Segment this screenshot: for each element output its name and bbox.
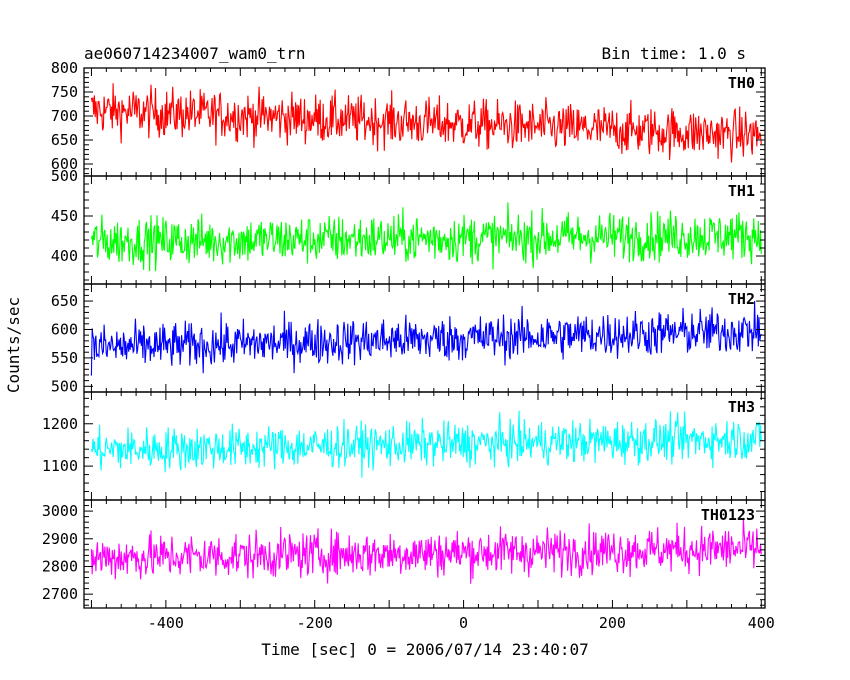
y-tick-label: 600: [51, 155, 78, 173]
y-tick-label: 600: [51, 320, 78, 338]
panel-th3: 1100 1200 TH3: [42, 391, 766, 501]
panel-label-th2: TH2: [728, 290, 755, 308]
panel-label-th0: TH0: [728, 74, 755, 92]
panel-label-th3: TH3: [728, 398, 755, 416]
y-tick-label: 650: [51, 131, 78, 149]
x-tick-label: -200: [297, 614, 333, 632]
panel-label-th1: TH1: [728, 182, 755, 200]
panel-th1: 400 450 500 TH1: [51, 167, 766, 285]
y-tick-label: 700: [51, 107, 78, 125]
x-axis-label: Time [sec] 0 = 2006/07/14 23:40:07: [261, 640, 589, 659]
series-th0123: [90, 517, 762, 584]
panel-label-th0123: TH0123: [701, 506, 755, 524]
panels-group: 600650700750800TH0400450500TH15005506006…: [42, 59, 766, 609]
y-tick-label: 1100: [42, 457, 78, 475]
y-tick-label: 800: [51, 59, 78, 77]
y-tick-label: 500: [51, 377, 78, 395]
y-tick-label: 750: [51, 83, 78, 101]
y-tick-label: 450: [51, 207, 78, 225]
panel-th0123: 2700 2800 2900 3000 TH0123: [42, 499, 766, 609]
y-tick-label: 1200: [42, 415, 78, 433]
y-tick-label: 650: [51, 292, 78, 310]
y-axis-label: Counts/sec: [4, 297, 23, 393]
panel-th2: 500 550 600 650 TH2: [51, 283, 766, 395]
x-tick-label: 0: [459, 614, 468, 632]
series-th3: [90, 410, 762, 478]
x-tick-label: 400: [748, 614, 775, 632]
y-tick-label: 2900: [42, 530, 78, 548]
y-tick-label: 2800: [42, 557, 78, 575]
series-th1: [90, 202, 762, 272]
x-tick-label: -400: [148, 614, 184, 632]
figure-title-right: Bin time: 1.0 s: [602, 44, 747, 63]
series-th0: [90, 83, 762, 163]
figure-title-left: ae060714234007_wam0_trn: [84, 44, 306, 63]
series-th2: [90, 300, 762, 376]
y-tick-label: 3000: [42, 502, 78, 520]
y-tick-label: 400: [51, 247, 78, 265]
x-tick-label: 200: [599, 614, 626, 632]
x-axis: -400 -200 0 200 400: [148, 614, 775, 632]
y-tick-label: 550: [51, 349, 78, 367]
panel-frame: [83, 499, 766, 609]
panel-th0: 600 650 700 750 800 TH0: [51, 59, 766, 177]
y-tick-label: 2700: [42, 585, 78, 603]
y-tick-label: 500: [51, 167, 78, 185]
